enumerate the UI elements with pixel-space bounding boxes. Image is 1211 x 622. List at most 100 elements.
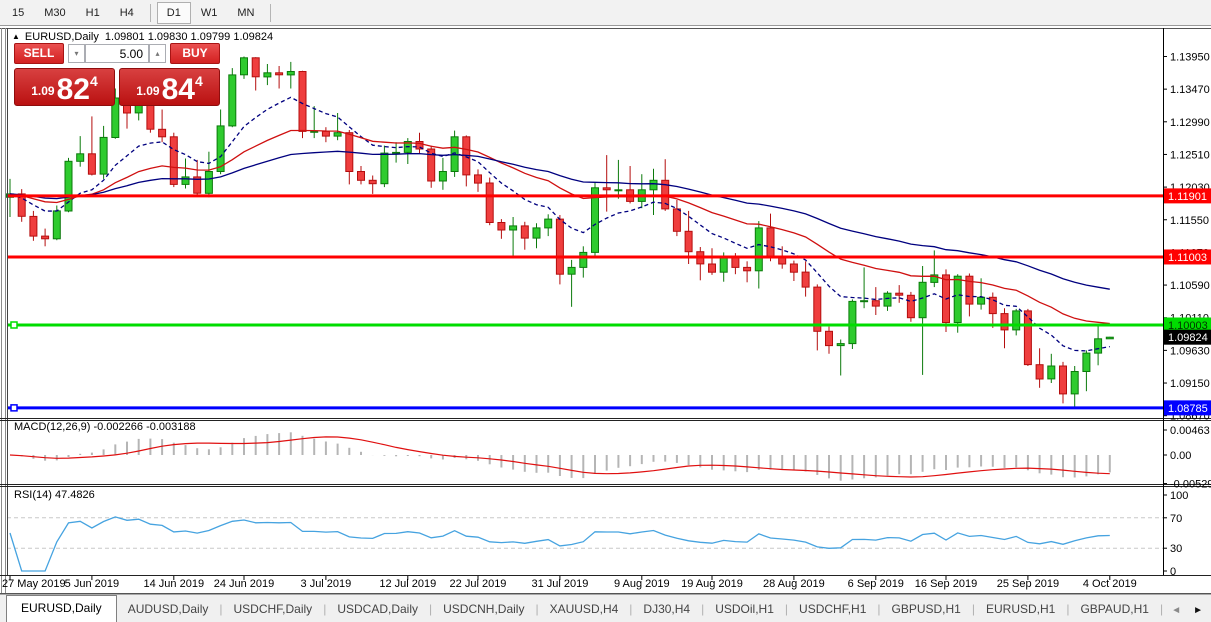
date-tick-label: 22 Jul 2019 <box>450 578 507 590</box>
rsi-indicator-label: RSI(14) 47.4826 <box>14 489 95 501</box>
tab-scroll-arrows: ◄ ► <box>1165 600 1211 622</box>
level-tag-1.10003-text: 1.10003 <box>1168 320 1208 332</box>
price-tick-label: 1.11550 <box>1170 215 1209 227</box>
date-tick-label: 5 Jun 2019 <box>65 578 119 590</box>
date-tick-label: 12 Jul 2019 <box>379 578 436 590</box>
tab-eurusd-h1[interactable]: EURUSD,H1 <box>985 602 1056 616</box>
bid-price-tag-text: 1.09824 <box>1168 332 1208 344</box>
level-tag-1.11901-bg <box>1164 188 1211 204</box>
macd-signal-line <box>9 436 1110 478</box>
rsi-scale-label: 30 <box>1170 543 1182 555</box>
price-tick-label: 1.13950 <box>1170 51 1210 63</box>
date-tick-label: 24 Jun 2019 <box>214 578 275 590</box>
level-tag-1.08785-bg <box>1164 400 1211 416</box>
timeframe-button-d1[interactable]: D1 <box>156 1 191 24</box>
bid-price-tag-bg <box>1164 329 1211 345</box>
spin-up-icon: ▴ <box>155 49 160 58</box>
timeframe-button-w1[interactable]: W1 <box>200 6 218 19</box>
tab-usdcnh-daily[interactable]: USDCNH,Daily <box>443 602 525 616</box>
ma-line-25 <box>9 129 1110 325</box>
tab-eurusd-daily[interactable]: EURUSD,Daily <box>6 595 117 622</box>
tab-gbpusd-h1[interactable]: GBPUSD,H1 <box>891 602 961 616</box>
chart-tabs-bar: EURUSD,Daily AUDUSD,Daily | USDCHF,Daily | US… <box>0 594 1211 622</box>
tab-separator: | <box>323 602 327 616</box>
ma-line-10 <box>9 96 1110 352</box>
collapse-one-click-icon[interactable]: ▲ <box>12 32 20 41</box>
price-tick-label: 1.13470 <box>1170 84 1210 96</box>
date-tick-label: 31 Jul 2019 <box>531 578 588 590</box>
sell-button[interactable]: SELL <box>14 43 64 64</box>
chart-ohlc-values: 1.09801 1.09830 1.09799 1.09824 <box>104 31 274 43</box>
sell-price-sup: 4 <box>89 73 98 89</box>
level-handle-1.10003[interactable] <box>10 321 18 329</box>
tab-gbpaud-h1[interactable]: GBPAUD,H1 <box>1080 602 1149 616</box>
volume-decrease-button[interactable]: ▾ <box>68 44 85 63</box>
date-tick-label: 16 Sep 2019 <box>915 578 977 590</box>
price-tick-label: 1.09630 <box>1170 345 1210 357</box>
timeframe-button-h1[interactable]: H1 <box>85 6 100 19</box>
tab-separator: | <box>219 602 223 616</box>
rsi-scale-label: 0 <box>1170 566 1176 578</box>
volume-input[interactable] <box>85 44 149 63</box>
price-tick-label: 1.12990 <box>1170 117 1210 129</box>
price-tick-label: 1.12510 <box>1170 149 1210 161</box>
buy-price-sup: 4 <box>194 73 203 89</box>
tab-separator: | <box>877 602 881 616</box>
sell-price-prefix: 1.09 <box>31 84 55 98</box>
tab-usdoil-h1[interactable]: USDOil,H1 <box>715 602 774 616</box>
chart-background <box>0 28 1211 594</box>
date-tick-label: 9 Aug 2019 <box>614 578 670 590</box>
date-tick-label: 19 Aug 2019 <box>681 578 743 590</box>
date-tick-label: 3 Jul 2019 <box>301 578 352 590</box>
buy-button[interactable]: BUY <box>170 43 220 64</box>
tab-usdcad-daily[interactable]: USDCAD,Daily <box>337 602 418 616</box>
buy-price-prefix: 1.09 <box>136 84 160 98</box>
macd-histogram <box>20 432 1111 481</box>
macd-scale-label: -0.00529 <box>1170 479 1211 491</box>
tab-xauusd-h4[interactable]: XAUUSD,H4 <box>549 602 619 616</box>
tab-audusd-daily[interactable]: AUDUSD,Daily <box>127 602 209 616</box>
macd-scale-label: 0.00 <box>1170 450 1191 462</box>
rsi-scale-label: 100 <box>1170 490 1188 502</box>
level-tag-1.11003-bg <box>1164 249 1211 265</box>
tab-separator: | <box>629 602 633 616</box>
date-tick-label: 28 Aug 2019 <box>763 578 825 590</box>
level-tag-1.10003-bg <box>1164 317 1211 333</box>
level-tag-1.08785-text: 1.08785 <box>1168 403 1208 415</box>
level-tag-1.11901-text: 1.11901 <box>1168 191 1207 203</box>
timeframe-toolbar: 15 M30 H1 H4 D1 W1 MN <box>0 0 1211 26</box>
rsi-scale-label: 70 <box>1170 513 1182 525</box>
macd-indicator-label: MACD(12,26,9) -0.002266 -0.003188 <box>14 421 196 433</box>
tab-scroll-left-icon[interactable]: ◄ <box>1171 605 1182 616</box>
timeframe-button-h4[interactable]: H4 <box>119 6 134 19</box>
price-tick-label: 1.09150 <box>1170 378 1210 390</box>
tab-separator: | <box>1066 602 1070 616</box>
tab-separator: | <box>784 602 789 616</box>
tab-separator: | <box>1159 602 1164 616</box>
timeframe-button-15[interactable]: 15 <box>12 6 25 19</box>
tab-dj30-h4[interactable]: DJ30,H4 <box>643 602 691 616</box>
sell-price-panel[interactable]: 1.09 82 4 <box>14 68 115 106</box>
timeframe-button-m30[interactable]: M30 <box>44 6 66 19</box>
timeframe-button-mn[interactable]: MN <box>237 6 255 19</box>
date-tick-label: 6 Sep 2019 <box>848 578 904 590</box>
date-tick-label: 4 Oct 2019 <box>1083 578 1137 590</box>
chart-canvas[interactable]: 1.139501.134701.129901.125101.120301.115… <box>0 28 1211 594</box>
date-tick-label: 25 Sep 2019 <box>997 578 1059 590</box>
buy-price-big: 84 <box>161 73 195 106</box>
level-handle-1.08785[interactable] <box>10 404 18 412</box>
tab-separator: | <box>535 602 539 616</box>
level-tag-1.11003-text: 1.11003 <box>1168 252 1207 264</box>
date-tick-label: 27 May 2019 <box>2 578 66 590</box>
tab-usdchf-h1[interactable]: USDCHF,H1 <box>799 602 867 616</box>
buy-price-panel[interactable]: 1.09 84 4 <box>119 68 220 106</box>
tab-scroll-right-icon[interactable]: ► <box>1193 605 1203 616</box>
macd-scale-label: 0.00463 <box>1170 425 1210 437</box>
tab-usdchf-daily[interactable]: USDCHF,Daily <box>233 602 313 616</box>
toolbar-separator <box>149 3 151 22</box>
rsi-line <box>9 516 1110 572</box>
tab-separator: | <box>971 602 975 616</box>
volume-increase-button[interactable]: ▴ <box>149 44 166 63</box>
tab-separator: | <box>701 602 705 616</box>
